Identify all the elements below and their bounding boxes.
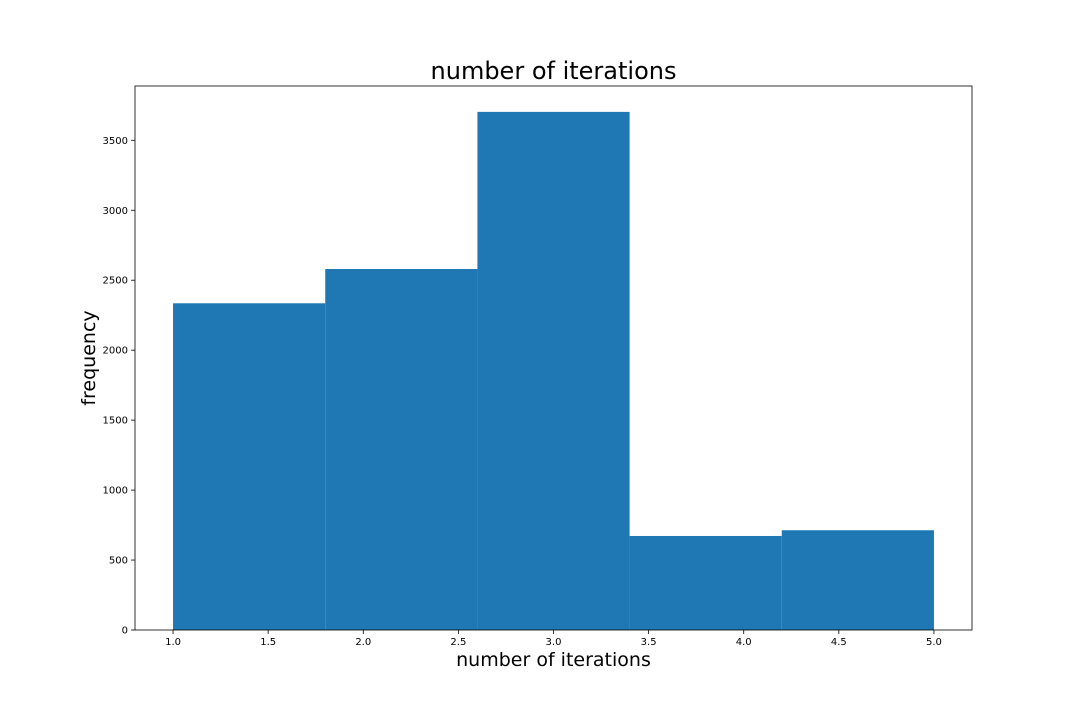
x-axis-label: number of iterations xyxy=(456,649,651,671)
histogram-bar-1 xyxy=(173,303,326,630)
y-tick-label: 1000 xyxy=(103,486,128,497)
histogram-bar-2 xyxy=(325,269,478,630)
x-axis: 1.0 1.5 2.0 2.5 3.0 3.5 4.0 4.5 5.0 xyxy=(165,630,942,648)
y-tick-label: 3000 xyxy=(103,206,128,217)
y-axis-label: frequency xyxy=(78,310,100,405)
y-tick-label: 1500 xyxy=(103,416,128,427)
x-tick-label: 4.0 xyxy=(736,637,752,648)
x-tick-label: 2.5 xyxy=(450,637,466,648)
x-tick-label: 3.0 xyxy=(546,637,562,648)
y-tick-label: 0 xyxy=(122,626,128,637)
histogram-bar-3 xyxy=(477,111,630,630)
x-tick-label: 3.5 xyxy=(641,637,657,648)
x-tick-label: 1.5 xyxy=(260,637,276,648)
x-tick-label: 5.0 xyxy=(926,637,942,648)
x-tick-label: 1.0 xyxy=(165,637,181,648)
y-tick-label: 2500 xyxy=(103,276,128,287)
histogram-bar-4 xyxy=(629,535,782,630)
histogram-bar-5 xyxy=(781,530,934,630)
y-axis: 0 500 1000 1500 2000 2500 3000 3500 xyxy=(103,136,135,637)
y-tick-label: 500 xyxy=(109,556,128,567)
chart-title: number of iterations xyxy=(431,57,677,85)
x-tick-label: 2.0 xyxy=(355,637,371,648)
y-tick-label: 3500 xyxy=(103,136,128,147)
x-tick-label: 4.5 xyxy=(831,637,847,648)
y-tick-label: 2000 xyxy=(103,346,128,357)
bars-layer xyxy=(173,111,934,630)
